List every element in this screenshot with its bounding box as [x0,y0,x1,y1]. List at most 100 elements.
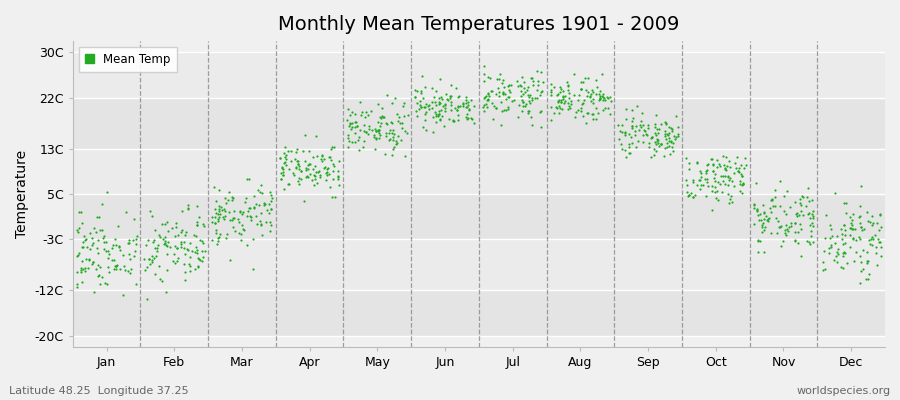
Point [188,266,202,272]
Point [756,220,770,226]
Point [274,176,289,182]
Point [218,195,232,202]
Point [596,96,610,103]
Point [376,114,391,120]
Point [868,232,882,238]
Point [152,231,166,238]
Point [481,97,495,103]
Point [168,259,183,266]
Point [238,195,253,201]
Point [276,186,291,192]
Point [112,242,126,249]
Point [485,116,500,122]
Point [629,103,643,109]
Point [862,237,877,243]
Point [129,281,143,288]
Point [758,224,772,230]
Point [398,153,412,159]
Point [412,106,427,112]
Point [692,168,706,174]
Point [500,104,515,110]
Point [279,155,293,162]
Point [292,166,306,172]
Point [491,84,505,91]
Point [824,232,839,239]
Point [836,240,850,247]
Point [491,93,506,100]
Point [85,234,99,241]
Point [418,110,432,117]
Point [342,120,356,127]
Point [416,95,430,101]
Point [212,231,227,238]
Point [601,95,616,102]
Point [651,140,665,147]
Point [421,103,436,109]
Point [698,192,713,199]
Point [496,89,510,95]
Point [660,131,674,137]
Text: Latitude 48.25  Longitude 37.25: Latitude 48.25 Longitude 37.25 [9,386,189,396]
Point [864,234,878,240]
Point [803,214,817,221]
Point [211,235,225,241]
Point [842,231,857,238]
Point [482,93,497,99]
Point [277,150,292,156]
Bar [73,52,885,98]
Point [602,111,616,117]
Point [459,104,473,110]
Point [218,213,232,220]
Point [313,156,328,162]
Point [576,79,590,85]
Point [686,194,700,200]
Point [142,256,157,262]
Point [361,111,375,118]
Point [550,92,564,98]
Point [450,103,464,110]
Point [390,140,404,146]
Point [533,92,547,98]
Point [689,160,704,166]
Point [865,213,879,220]
Point [257,202,272,208]
Point [354,112,368,118]
Point [289,165,303,172]
Point [209,197,223,204]
Point [356,128,371,134]
Point [659,120,673,126]
Point [460,104,474,110]
Point [780,188,795,194]
Point [723,164,737,171]
Point [349,123,364,130]
Point [806,212,821,219]
Point [844,220,859,226]
Point [573,108,588,115]
Point [625,124,639,131]
Point [481,74,495,80]
Point [659,136,673,142]
Point [240,176,255,182]
Point [321,154,336,160]
Point [194,247,209,254]
Point [754,224,769,230]
Point [371,118,385,125]
Point [586,100,600,106]
Point [625,123,639,130]
Point [500,96,514,103]
Point [778,222,793,228]
Point [849,236,863,243]
Point [307,172,321,178]
Point [625,122,639,129]
Point [852,252,867,259]
Point [380,92,394,98]
Point [379,132,393,139]
Point [187,232,202,238]
Point [158,241,172,248]
Point [835,236,850,242]
Point [139,242,153,248]
Point [400,112,415,118]
Point [591,97,606,104]
Point [101,264,115,270]
Point [650,136,664,142]
